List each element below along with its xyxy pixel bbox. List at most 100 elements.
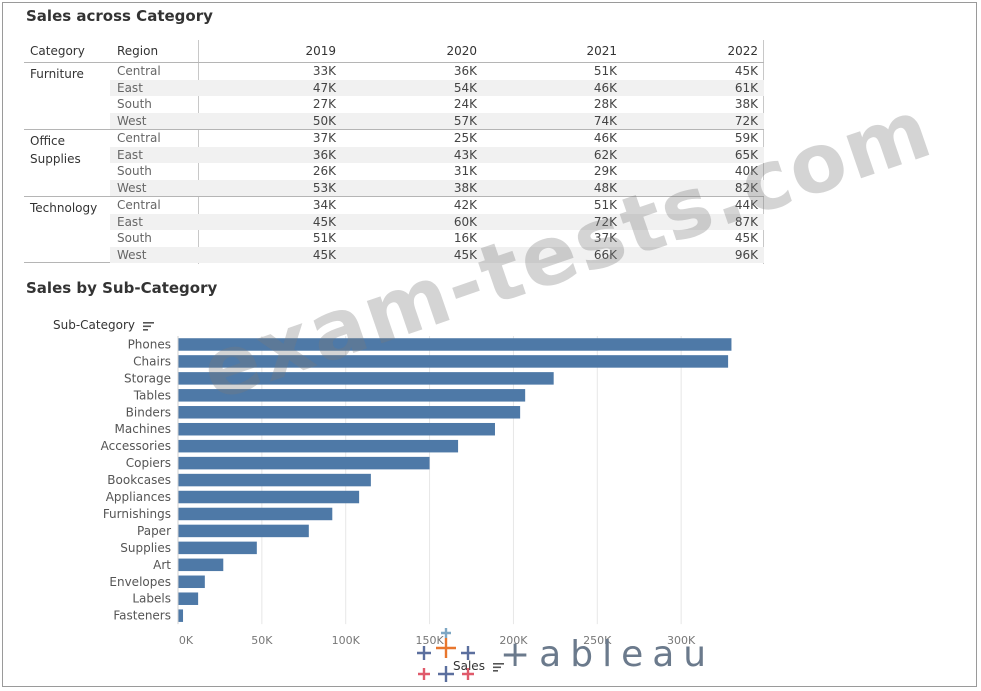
bar[interactable] bbox=[178, 456, 430, 470]
bar[interactable] bbox=[178, 439, 459, 453]
category-tick-label: Art bbox=[153, 558, 171, 572]
table-header: Category Region 2019 2020 2021 2022 bbox=[24, 40, 764, 62]
sales-value: 38K bbox=[453, 180, 477, 195]
tableau-cross-icon bbox=[417, 628, 475, 682]
bar[interactable] bbox=[178, 490, 360, 504]
bar[interactable] bbox=[178, 355, 729, 368]
bar[interactable] bbox=[178, 524, 309, 538]
chart-title: Sales by Sub-Category bbox=[26, 279, 218, 297]
sales-value: 87K bbox=[734, 214, 758, 229]
category-label: Technology bbox=[30, 201, 98, 215]
x-tick-label: 200K bbox=[499, 634, 528, 647]
sales-value: 61K bbox=[734, 80, 758, 95]
sales-value: 54K bbox=[453, 80, 477, 95]
region-label: Central bbox=[117, 198, 161, 212]
table-row: East 45K 60K 72K 87K bbox=[110, 213, 764, 230]
category-tick-label: Storage bbox=[124, 371, 171, 385]
category-tick-label: Machines bbox=[115, 422, 171, 436]
category-group: Technology Central 34K 42K 51K 44K East 45K 60K 7… bbox=[24, 196, 764, 263]
sales-value: 82K bbox=[734, 180, 758, 195]
tableau-wordmark: +ableau bbox=[500, 634, 716, 675]
bar[interactable] bbox=[178, 609, 184, 622]
sales-value: 26K bbox=[312, 164, 336, 178]
category-tick-label: Binders bbox=[126, 405, 171, 419]
x-tick-label: 0K bbox=[179, 634, 194, 647]
category-tick-label: Tables bbox=[133, 388, 171, 402]
sales-value: 74K bbox=[593, 113, 617, 128]
region-label: East bbox=[117, 214, 143, 229]
sales-value: 65K bbox=[734, 147, 758, 162]
sales-value: 24K bbox=[453, 97, 477, 111]
bar[interactable] bbox=[178, 422, 495, 436]
bar[interactable] bbox=[178, 406, 521, 419]
region-label: South bbox=[117, 164, 152, 178]
sub-category-header[interactable]: Sub-Category bbox=[53, 318, 154, 332]
sales-value: 53K bbox=[312, 180, 336, 195]
region-label: West bbox=[117, 113, 147, 128]
sales-value: 60K bbox=[453, 214, 477, 229]
bar[interactable] bbox=[178, 558, 224, 572]
table-row: South 51K 16K 37K 45K bbox=[110, 230, 764, 247]
table-row: South 27K 24K 28K 38K bbox=[110, 96, 764, 113]
sales-table: Category Region 2019 2020 2021 2022 Furn… bbox=[24, 40, 764, 264]
table-row: Central 34K 42K 51K 44K bbox=[110, 197, 764, 214]
sales-value: 45K bbox=[312, 214, 336, 229]
sales-value: 40K bbox=[734, 164, 758, 178]
sales-value: 59K bbox=[734, 131, 758, 145]
sales-value: 45K bbox=[312, 247, 336, 262]
category-group: Office Supplies Central 37K 25K 46K 59K East 36… bbox=[24, 129, 764, 196]
bar[interactable] bbox=[178, 338, 732, 351]
sales-value: 66K bbox=[593, 247, 617, 262]
sales-value: 62K bbox=[593, 147, 617, 162]
header-year-2022: 2022 bbox=[727, 44, 758, 58]
table-row: West 45K 45K 66K 96K bbox=[110, 246, 764, 263]
sales-value: 37K bbox=[593, 231, 617, 245]
sales-value: 45K bbox=[734, 231, 758, 245]
tableau-logo: +ableau bbox=[410, 628, 750, 688]
sales-value: 47K bbox=[312, 80, 336, 95]
sort-descending-icon[interactable] bbox=[142, 321, 154, 331]
bar[interactable] bbox=[178, 372, 554, 385]
table-row: Central 33K 36K 51K 45K bbox=[110, 63, 764, 80]
sales-value: 48K bbox=[593, 180, 617, 195]
header-year-2021: 2021 bbox=[586, 44, 617, 58]
x-axis-label: Sales bbox=[453, 659, 485, 673]
sales-value: 45K bbox=[453, 247, 477, 262]
sort-descending-icon[interactable] bbox=[492, 662, 504, 672]
bar[interactable] bbox=[178, 389, 526, 402]
sales-value: 50K bbox=[312, 113, 336, 128]
category-tick-label: Chairs bbox=[133, 354, 171, 368]
bar[interactable] bbox=[178, 575, 205, 589]
table-row: East 47K 54K 46K 61K bbox=[110, 79, 764, 96]
sales-value: 33K bbox=[312, 64, 336, 78]
category-tick-label: Paper bbox=[137, 524, 171, 538]
category-tick-label: Fasteners bbox=[113, 609, 171, 623]
sales-value: 46K bbox=[593, 131, 617, 145]
bar[interactable] bbox=[178, 507, 333, 521]
bar[interactable] bbox=[178, 473, 371, 487]
category-tick-label: Supplies bbox=[120, 541, 171, 555]
category-label: Office Supplies bbox=[30, 134, 81, 166]
header-year-2019: 2019 bbox=[305, 44, 336, 58]
sales-value: 46K bbox=[593, 80, 617, 95]
header-year-2020: 2020 bbox=[446, 44, 477, 58]
category-tick-label: Bookcases bbox=[107, 473, 171, 487]
bar[interactable] bbox=[178, 592, 199, 605]
category-tick-label: Envelopes bbox=[109, 575, 171, 589]
table-row: South 26K 31K 29K 40K bbox=[110, 163, 764, 180]
sales-value: 16K bbox=[453, 231, 477, 245]
x-tick-label: 150K bbox=[415, 634, 444, 647]
sales-value: 72K bbox=[734, 113, 758, 128]
x-tick-label: 250K bbox=[583, 634, 612, 647]
sales-axis-header[interactable]: Sales bbox=[453, 659, 504, 673]
sales-value: 45K bbox=[734, 64, 758, 78]
sales-value: 31K bbox=[453, 164, 477, 178]
sales-value: 44K bbox=[734, 198, 758, 212]
header-region: Region bbox=[117, 44, 159, 58]
sales-value: 27K bbox=[312, 97, 336, 111]
region-label: West bbox=[117, 180, 147, 195]
sales-value: 51K bbox=[312, 231, 336, 245]
sales-value: 37K bbox=[312, 131, 336, 145]
header-category: Category bbox=[30, 44, 85, 58]
bar[interactable] bbox=[178, 541, 257, 555]
